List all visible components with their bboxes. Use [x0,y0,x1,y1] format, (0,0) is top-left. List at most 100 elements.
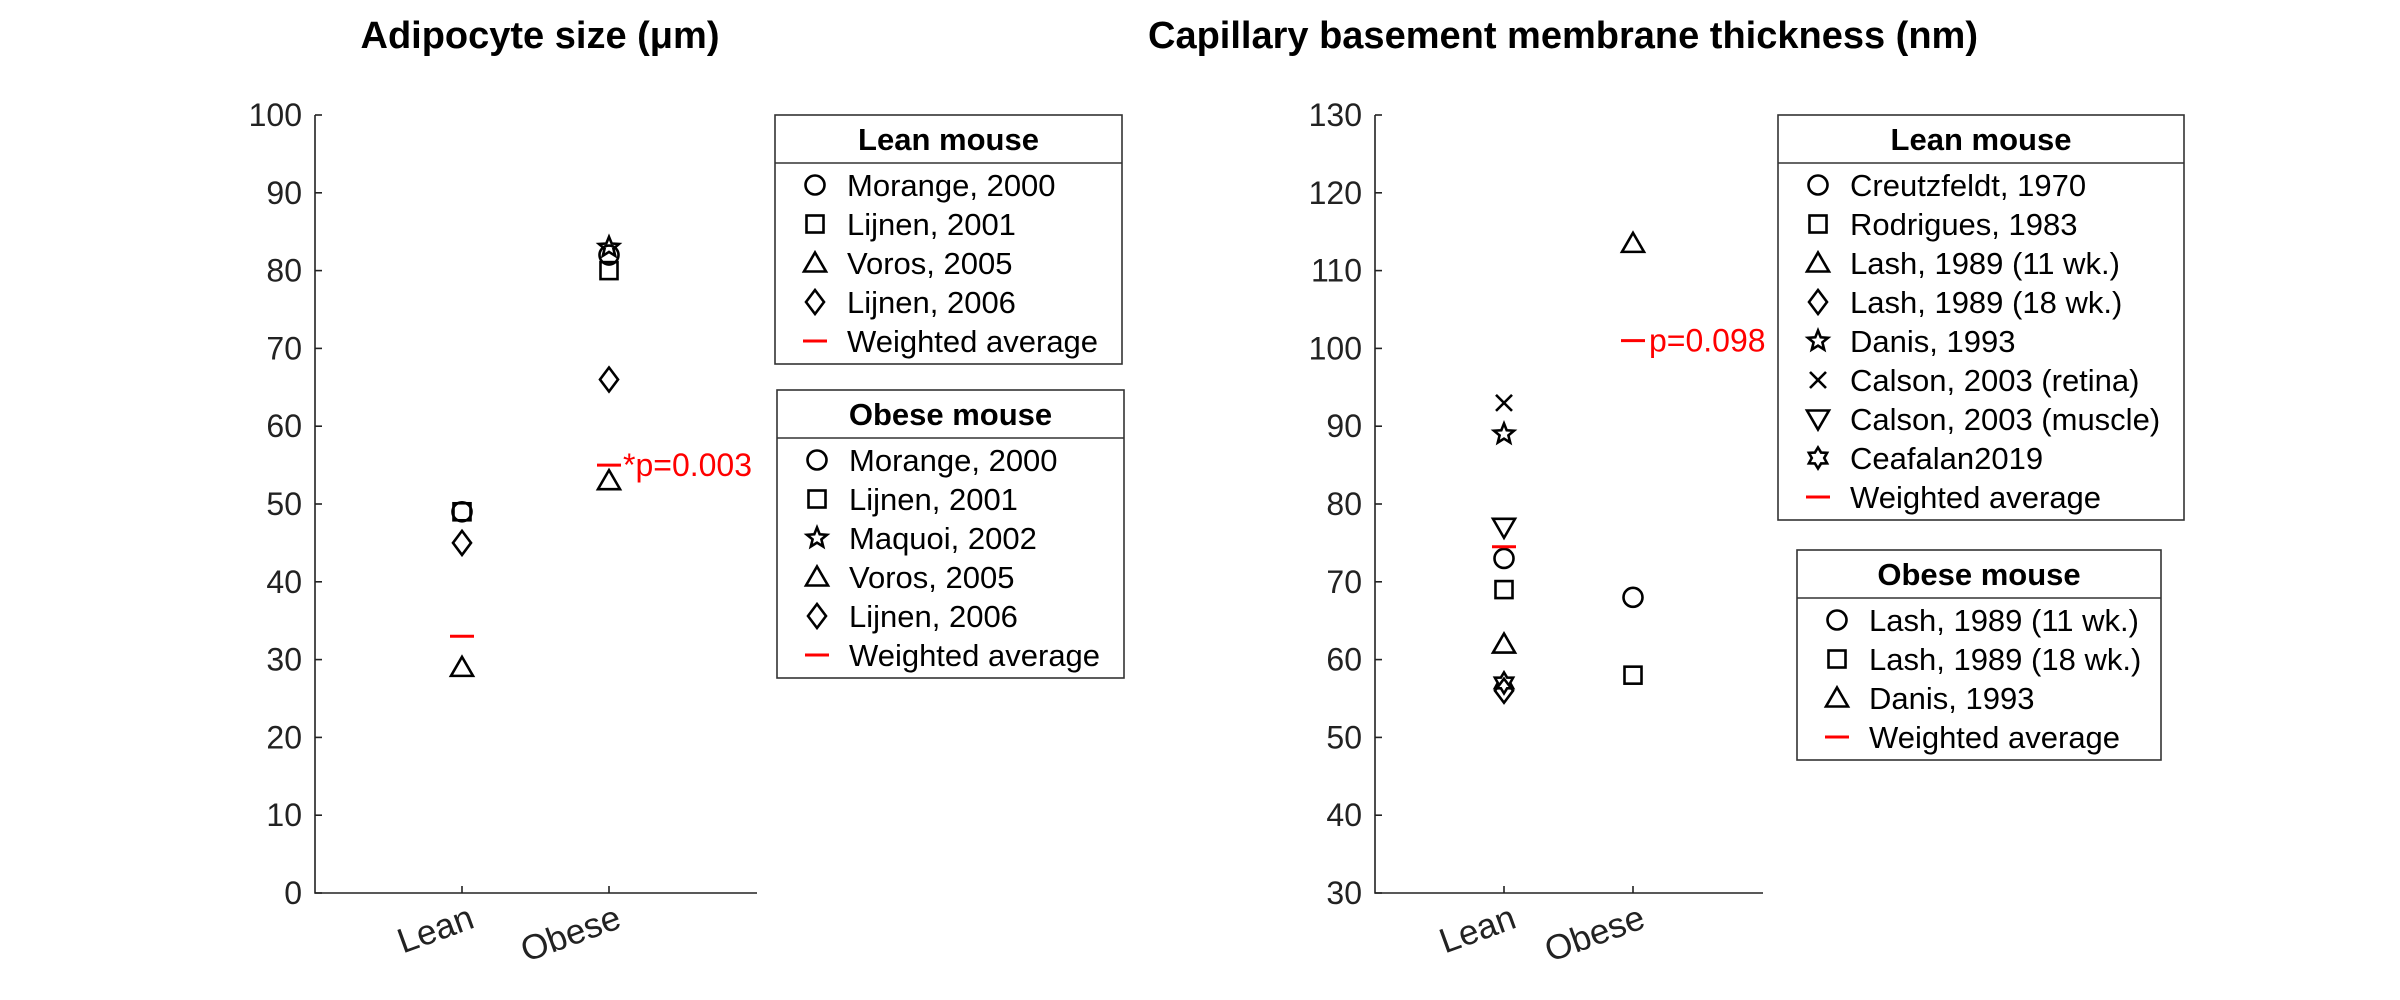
y-tick-label: 70 [1326,564,1362,600]
legend-entry-label: Voros, 2005 [849,560,1014,595]
point-lean-mouse-lash-1989-18-wk [1493,676,1515,705]
point-obese-mouse-lash-1989-11-wk [1622,586,1644,609]
legend-marker-cross [1809,371,1827,389]
y-tick-label: 40 [1326,797,1362,833]
point-lean-mouse-lash-1989-11-wk [1490,630,1518,654]
y-tick-label: 100 [1309,330,1362,366]
point-obese-mouse-voros-2005 [595,467,623,491]
y-tick-label: 80 [266,253,302,289]
legend-lean-mouse: Lean mouse Creutzfeldt, 1970 Rodrigues, 19… [1777,114,2185,521]
y-tick-label: 120 [1309,175,1362,211]
y-tick-label: 70 [266,330,302,366]
y-tick-label: 80 [1326,486,1362,522]
x-tick-label-lean: Lean [392,898,479,961]
legend-entry-label: Maquoi, 2002 [849,521,1037,556]
legend-entry-label: Weighted average [847,324,1098,359]
point-lean-mouse-voros-2005 [448,654,476,678]
legend-entry-label: Weighted average [1869,720,2120,755]
point-obese-mouse-lijnen-2006 [598,365,620,394]
legend-entry-label: Danis, 1993 [1850,324,2015,359]
legend-marker-star5 [803,523,831,550]
point-lean-mouse-calson-2003-retina [1495,393,1513,412]
legend-lean-mouse: Lean mouse Morange, 2000 Lijnen, 2001 Voros… [774,114,1123,365]
legend-entry-label: Lijnen, 2006 [849,599,1018,634]
legend-marker-circle [1807,174,1829,196]
legend-title: Lean mouse [858,122,1039,157]
legend-marker-triangle-down [1804,409,1832,433]
legend-box [1796,549,2162,761]
legend-entry-label: Danis, 1993 [1869,681,2034,716]
point-lean-mouse-calson-2003-muscle [1490,517,1518,541]
legend-box [774,114,1123,365]
point-lean-mouse-lijnen-2006 [451,528,473,558]
legend-marker-square [807,489,827,509]
y-tick-label: 100 [249,97,302,133]
point-obese-mouse-lash-1989-18-wk [1623,665,1643,685]
y-tick-label: 30 [1326,875,1362,911]
legend-marker-diamond [1807,287,1829,317]
legend-entry-label: Lash, 1989 (11 wk.) [1850,246,2120,281]
y-tick-label: 60 [266,408,302,444]
point-lean-mouse-rodrigues-1983 [1494,579,1514,600]
legend-marker-hexagram [1806,444,1830,472]
legend-marker-circle [804,174,826,196]
y-tick-label: 110 [1311,253,1362,289]
y-tick-label: 50 [1326,719,1362,755]
legend-marker-diamond [806,601,828,631]
legend-entry-label: Lijnen, 2001 [847,207,1016,242]
legend-entry-label: Calson, 2003 (muscle) [1850,402,2160,437]
legend-marker-square [1827,649,1847,669]
legend-marker-square [805,214,825,234]
legend-entry-label: Morange, 2000 [849,443,1058,478]
legend-entry-label: Lash, 1989 (11 wk.) [1869,603,2139,638]
legend-entry-label: Creutzfeldt, 1970 [1850,168,2086,203]
y-tick-label: 130 [1309,97,1362,133]
chart-title: Adipocyte size (μm) [361,15,720,57]
legend-marker-diamond [804,287,826,317]
point-obese-mouse-maquoi-2002 [595,233,623,259]
y-tick-label: 40 [266,564,302,600]
legend-obese-mouse: Obese mouse Morange, 2000 Lijnen, 2001 Maqu… [776,389,1125,679]
legend-marker-triangle [801,249,829,273]
point-lean-mouse-creutzfeldt-1970 [1493,547,1515,570]
legend-entry-label: Lash, 1989 (18 wk.) [1850,285,2122,320]
legend-marker-circle [806,449,828,471]
legend-entry-label: Weighted average [849,638,1100,673]
legend-entry-label: Weighted average [1850,480,2101,515]
legend-marker-circle [1826,609,1848,631]
legend-marker-square [1808,214,1828,234]
y-tick-label: 10 [266,797,302,833]
legend-entry-label: Ceafalan2019 [1850,441,2043,476]
axes [1374,115,1763,894]
legend-entry-label: Rodrigues, 1983 [1850,207,2078,242]
point-lean-mouse-lijnen-2001 [452,501,472,522]
point-obese-mouse-lijnen-2001 [599,260,619,281]
point-lean-mouse-morange-2000 [451,500,473,523]
y-tick-label: 0 [284,875,302,911]
legend-entry-label: Calson, 2003 (retina) [1850,363,2140,398]
p-value-annotation: *p=0.003 [623,447,752,483]
legend-obese-mouse: Obese mouse Lash, 1989 (11 wk.) Lash, 1989… [1796,549,2162,761]
legend-marker-triangle [1804,249,1832,273]
y-tick-label: 30 [266,642,302,678]
y-tick-label: 90 [266,175,302,211]
panel-capillary-membrane: Capillary basement membrane thickness (n… [1148,15,2185,970]
x-tick-label-lean: Lean [1434,898,1521,961]
legend-entry-label: Lijnen, 2001 [849,482,1018,517]
legend-marker-triangle [803,563,831,587]
legend-title: Obese mouse [849,397,1052,432]
y-tick-label: 50 [266,486,302,522]
x-tick-label-obese: Obese [515,898,625,970]
legend-marker-triangle [1823,684,1851,708]
panel-adipocyte-size: Adipocyte size (μm) 0 10 20 30 40 50 60 70 80 90 10… [249,15,1125,970]
y-tick-label: 90 [1326,408,1362,444]
legend-box [1777,114,2185,521]
legend-title: Obese mouse [1877,557,2080,592]
chart-title: Capillary basement membrane thickness (n… [1148,15,1978,57]
point-obese-mouse-morange-2000 [598,244,620,266]
legend-entry-label: Voros, 2005 [847,246,1012,281]
axes [314,115,757,894]
y-tick-label: 20 [266,719,302,755]
legend-title: Lean mouse [1891,122,2072,157]
